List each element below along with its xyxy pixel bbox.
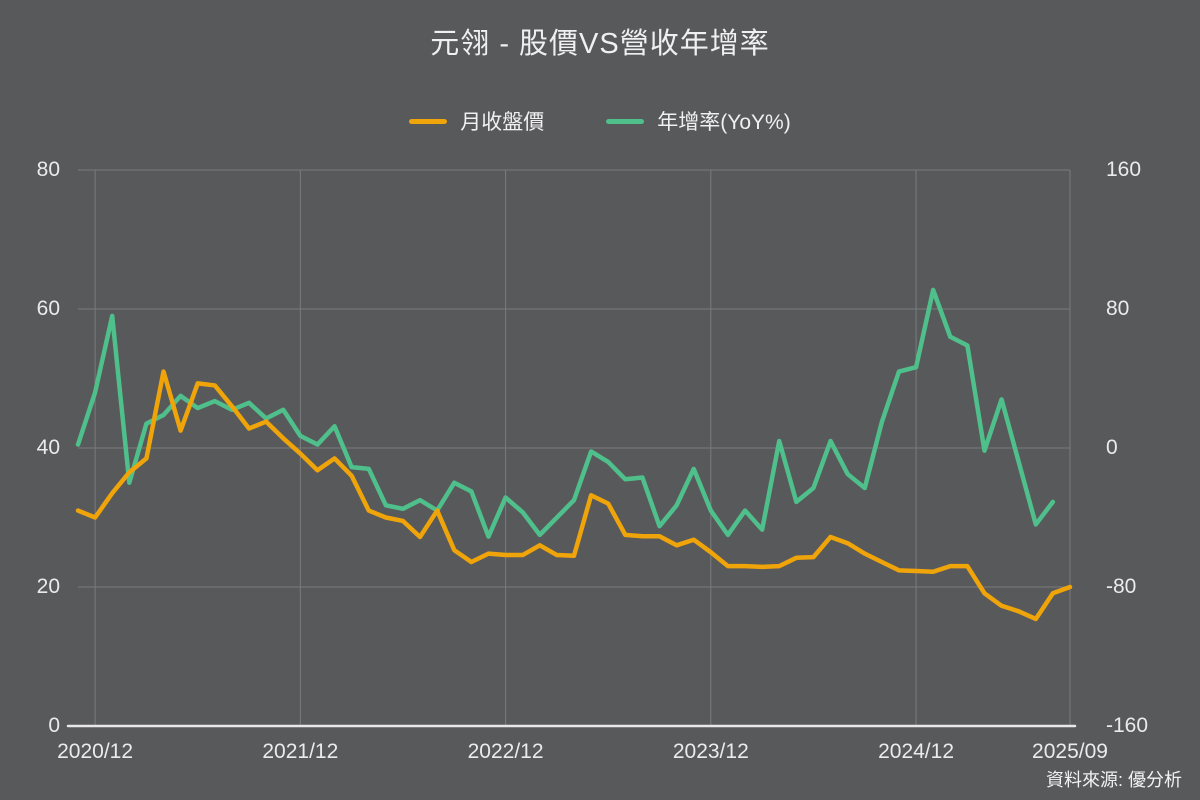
yoy-swatch-icon: [606, 118, 645, 124]
monthly-close-swatch-icon: [409, 118, 448, 124]
x-axis-tick-2021/12: 2021/12: [262, 740, 339, 763]
y-axis-left-tick-60: 60: [36, 297, 60, 320]
legend-label-yoy: 年增率(YoY%): [657, 111, 791, 134]
data-source-note: 資料來源: 優分析: [1045, 770, 1182, 790]
legend-item-yoy[interactable]: 年增率(YoY%): [606, 106, 791, 136]
legend-item-monthly-close[interactable]: 月收盤價: [409, 106, 544, 136]
x-axis-tick-2024/12: 2024/12: [878, 740, 955, 763]
y-axis-right-tick--160: -160: [1106, 714, 1149, 737]
x-axis-tick-2022/12: 2022/12: [467, 740, 544, 763]
y-axis-right-tick-0: 0: [1106, 436, 1118, 459]
y-axis-right-tick--80: -80: [1106, 575, 1137, 598]
y-axis-left-tick-40: 40: [36, 436, 60, 459]
legend-label-monthly-close: 月收盤價: [460, 111, 545, 134]
y-axis-right-tick-160: 160: [1106, 158, 1142, 181]
x-axis-tick-2023/12: 2023/12: [672, 740, 749, 763]
y-axis-right-tick-80: 80: [1106, 297, 1130, 320]
y-axis-left-tick-80: 80: [36, 158, 60, 181]
x-axis-tick-2020/12: 2020/12: [57, 740, 134, 763]
y-axis-left-tick-20: 20: [36, 575, 60, 598]
chart-title: 元翎 - 股價VS營收年增率: [430, 28, 770, 60]
legend: 月收盤價 年增率(YoY%): [0, 106, 1200, 136]
x-axis-tick-2025/09: 2025/09: [1032, 740, 1108, 763]
y-axis-left-tick-0: 0: [48, 714, 60, 737]
